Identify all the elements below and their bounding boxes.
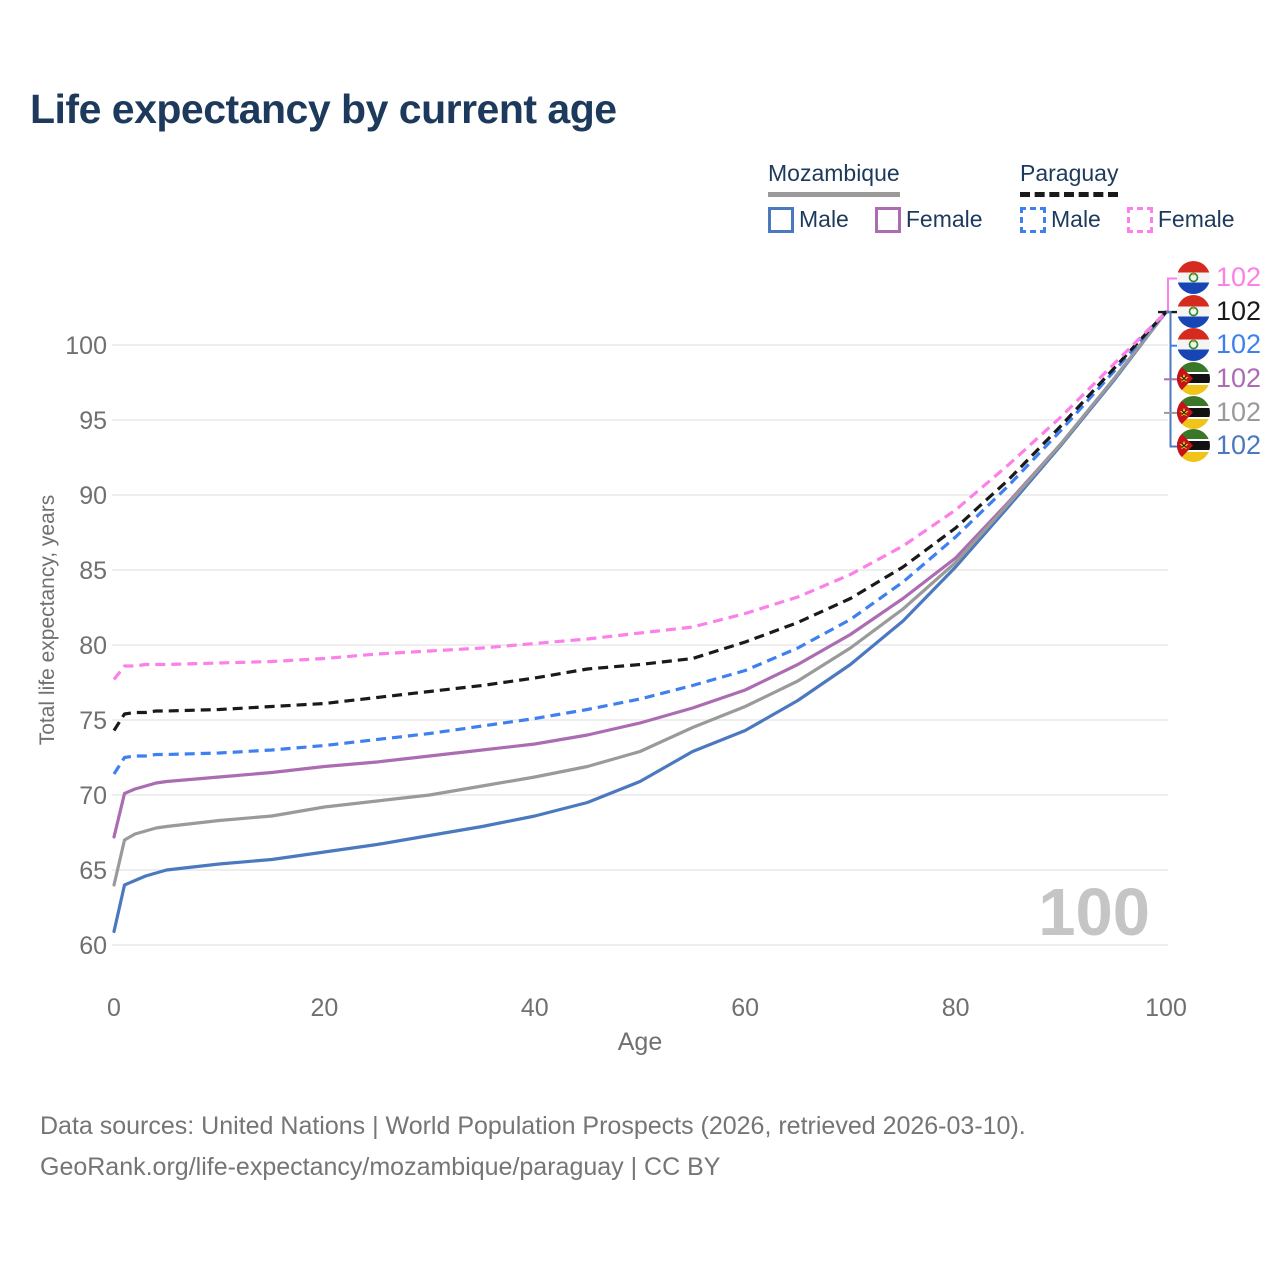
x-tick-label: 80 [942, 994, 970, 1022]
y-tick-label: 100 [65, 332, 107, 360]
mozambique-flag-icon [1177, 395, 1210, 429]
legend-item-paraguay-female: Female [1126, 206, 1235, 233]
series-line-paraguay-female [112, 310, 1168, 681]
end-label-row-mozambique: 102 [1177, 395, 1261, 429]
x-tick-label: 20 [310, 994, 338, 1022]
legend-label: Male [1051, 206, 1101, 232]
legend-group-mozambique: Mozambique Male Female [768, 160, 983, 233]
legend-items-mozambique: Male Female [768, 206, 983, 233]
x-tick-label: 40 [521, 994, 549, 1022]
paraguay-flag-icon [1177, 328, 1210, 362]
paraguay-flag [1177, 294, 1210, 328]
x-tick-label: 100 [1145, 994, 1187, 1022]
end-value-label: 102 [1216, 295, 1262, 326]
legend-label: Female [1157, 206, 1235, 232]
legend-label: Male [799, 206, 849, 232]
chart-title: Life expectancy by current age [30, 86, 617, 132]
age-counter-watermark: 100 [1038, 875, 1150, 950]
legend-country-mozambique: Mozambique [768, 160, 900, 197]
end-label-row-paraguay: 102 [1177, 328, 1261, 362]
end-label-row-paraguay: 102 [1177, 261, 1261, 295]
end-value-label: 102 [1216, 396, 1262, 427]
end-value-label: 102 [1216, 363, 1262, 394]
legend-item-paraguay-male: Male [1020, 206, 1101, 233]
legend-label: Female [905, 206, 983, 232]
y-tick-label: 80 [79, 632, 107, 660]
series-line-mozambique-female [112, 310, 1168, 839]
mozambique-male-swatch-icon [768, 206, 794, 233]
legend-items-paraguay: Male Female [1020, 206, 1235, 233]
y-tick-label: 70 [79, 782, 107, 810]
footer: Data sources: United Nations | World Pop… [40, 1106, 1026, 1188]
x-tick-label: 0 [107, 994, 121, 1022]
end-value-label: 102 [1216, 430, 1262, 461]
paraguay-female-swatch-icon [1126, 206, 1153, 233]
end-value-label: 102 [1216, 329, 1262, 360]
paraguay-male-swatch-icon [1020, 206, 1046, 233]
legend-item-mozambique-male: Male [768, 206, 849, 233]
paraguay-flag-icon [1177, 294, 1210, 328]
end-label-row-mozambique: 102 [1177, 429, 1261, 463]
series-end-labels: 102 102 102 102 102 [1177, 261, 1261, 463]
mozambique-flag [1177, 429, 1210, 463]
mozambique-female-swatch-icon [874, 206, 901, 233]
legend-group-paraguay: Paraguay Male Female [1020, 160, 1235, 233]
series-line-paraguay-total [112, 310, 1168, 732]
paraguay-flag [1177, 261, 1210, 295]
series-line-mozambique-total [112, 310, 1168, 887]
end-value-label: 102 [1216, 262, 1262, 293]
paraguay-flag [1177, 328, 1210, 362]
series-line-mozambique-male [112, 310, 1168, 934]
y-tick-label: 95 [79, 407, 107, 435]
mozambique-flag-icon [1177, 362, 1210, 396]
attribution-line: GeoRank.org/life-expectancy/mozambique/p… [40, 1153, 721, 1181]
x-tick-label: 60 [731, 994, 759, 1022]
leader-paraguay-female [1167, 277, 1177, 312]
y-tick-label: 90 [79, 482, 107, 510]
mozambique-flag [1177, 395, 1210, 429]
end-label-row-paraguay: 102 [1177, 294, 1262, 329]
y-tick-label: 60 [79, 932, 107, 960]
series-line-paraguay-male [112, 310, 1168, 775]
y-tick-label: 85 [79, 557, 107, 585]
mozambique-flag-icon [1177, 429, 1210, 463]
legend-item-mozambique-female: Female [874, 206, 983, 233]
mozambique-flag [1177, 362, 1210, 396]
data-sources-line: Data sources: United Nations | World Pop… [40, 1112, 1026, 1140]
legend-country-paraguay: Paraguay [1020, 160, 1119, 197]
end-label-row-mozambique: 102 [1177, 362, 1261, 396]
y-axis-title: Total life expectancy, years [36, 494, 59, 746]
paraguay-flag-icon [1177, 261, 1210, 295]
y-tick-label: 65 [79, 857, 107, 885]
y-tick-label: 75 [79, 707, 107, 735]
x-axis-title: Age [617, 1028, 663, 1056]
